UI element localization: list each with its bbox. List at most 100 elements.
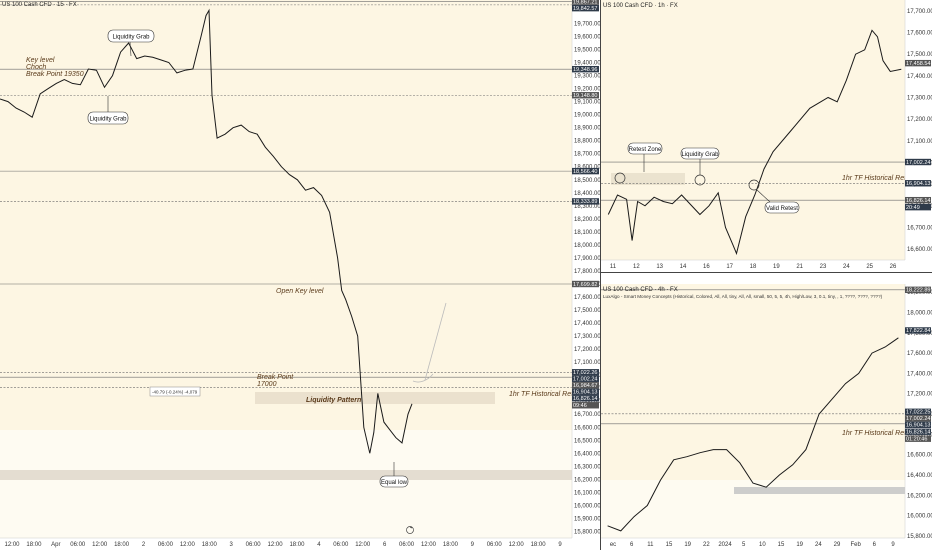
replay-icon[interactable] (406, 526, 414, 534)
br-time-axis[interactable] (601, 538, 905, 550)
equal-low-bubble: Equal low (379, 462, 409, 488)
left-price-tag-bg (572, 198, 599, 205)
tr-price-tag: 16,904.13 (906, 181, 930, 187)
left-price-tag-bg (572, 375, 599, 382)
br-demand-zone (734, 487, 908, 494)
left-price-tag-bg (572, 65, 599, 73)
br-time-tick: 15 (778, 542, 785, 548)
measure-tooltip-text: -40.79 (-0.24%) -4,079 (152, 390, 198, 395)
left-time-axis[interactable] (0, 538, 572, 550)
left-price-tick: 19,400.00 (574, 61, 601, 67)
tr-price-axis[interactable] (905, 0, 932, 272)
tr-price-tick: 17,100.00 (907, 139, 932, 145)
br-price-series (607, 337, 899, 532)
retest-zone-box (611, 173, 685, 185)
br-price-tag-bg (905, 428, 931, 435)
br-price-tag-bg (905, 286, 931, 294)
liquidity-grab-1-text: Liquidity Grab (112, 35, 150, 41)
tr-time-tick: 21 (796, 264, 803, 270)
left-price-tick: 15,900.00 (574, 516, 601, 522)
left-price-tag: 16,826.14 (573, 396, 597, 402)
left-price-tick: 18,800.00 (574, 139, 601, 145)
br-time-tick: 10 (759, 542, 766, 548)
tr-time-tick: 19 (773, 264, 780, 270)
left-price-tick: 18,500.00 (574, 178, 601, 184)
left-time-tick: 12:00 (92, 542, 108, 548)
br-price-tick: 15,800.00 (907, 534, 932, 540)
left-time-tick: 12:00 (421, 542, 437, 548)
br-time-tick: ec (610, 542, 616, 548)
tr-price-tick: 17,700.00 (907, 9, 932, 15)
left-price-tick: 18,700.00 (574, 152, 601, 158)
tr-price-tick: 17,600.00 (907, 31, 932, 37)
left-price-tag-bg (572, 4, 599, 12)
left-price-tick: 19,300.00 (574, 74, 601, 80)
equal-low-zone (0, 470, 572, 480)
left-price-tag-bg (572, 92, 599, 99)
br-time-tick: 24 (815, 542, 822, 548)
left-price-tick: 17,400.00 (574, 321, 601, 327)
tr-time-tick: 12 (633, 264, 640, 270)
tr-price-tick: 17,300.00 (907, 96, 932, 102)
br-price-tag-bg (905, 327, 931, 334)
br-price-tag: 16,826.14 (906, 430, 930, 436)
left-time-tick: 06:00 (158, 542, 174, 548)
tr-price-tick: 16,600.00 (907, 247, 932, 253)
left-price-tag: 16,904.13 (573, 390, 597, 396)
valid-retest-circle (748, 179, 760, 191)
retest-zone-text: Retest Zone (629, 147, 662, 153)
br-price-tick: 16,400.00 (907, 473, 932, 479)
tr-price-tag-bg (905, 59, 931, 67)
left-time-tick: 18:00 (202, 542, 218, 548)
choch-label: Choch (26, 64, 46, 71)
br-indicator-label: LuxAlgo - Smart Money Concepts (Historic… (603, 294, 883, 299)
br-price-tick: 16,800.00 (907, 432, 932, 438)
br-time-tick: 6 (630, 542, 634, 548)
tr-price-tag-bg (905, 196, 931, 204)
left-price-tick: 17,900.00 (574, 256, 601, 262)
tr-price-tag-bg (905, 203, 931, 211)
left-price-tag-bg (572, 280, 599, 288)
br-time-tick: 5 (742, 542, 746, 548)
br-price-tick: 17,400.00 (907, 371, 932, 377)
liquidity-grab-bubble-2: Liquidity Grab (87, 96, 129, 125)
br-time-tick: 19 (684, 542, 691, 548)
tr-time-axis[interactable] (601, 260, 905, 272)
br-price-tick: 17,600.00 (907, 351, 932, 357)
liquidity-grab-bubble-1: Liquidity Grab (107, 29, 155, 57)
br-price-tag: 17,822.84 (906, 328, 930, 334)
tr-chart-bg (601, 0, 905, 260)
projection-arrow (424, 302, 447, 381)
tr-time-tick: 16 (703, 264, 710, 270)
left-time-tick: 9 (471, 542, 475, 548)
left-price-tag-bg (572, 167, 599, 175)
br-price-tag: 17,002.24 (906, 416, 930, 422)
tr-price-tick: 17,500.00 (907, 52, 932, 58)
valid-retest-text: Valid Retest (766, 206, 798, 212)
left-price-tick: 16,600.00 (574, 425, 601, 431)
left-price-tag: 19,148.80 (573, 93, 597, 99)
left-time-tick: 18:00 (531, 542, 547, 548)
br-price-tick: 17,000.00 (907, 412, 932, 418)
left-price-tick: 17,500.00 (574, 308, 601, 314)
tr-chart-title: US 100 Cash CFD · 1h · FX (603, 3, 678, 9)
left-time-tick: 06:00 (487, 542, 503, 548)
projection-curve (412, 373, 434, 383)
left-price-series (0, 8, 413, 454)
left-price-tick: 18,200.00 (574, 217, 601, 223)
left-time-tick: 12:00 (268, 542, 284, 548)
left-price-tick: 19,200.00 (574, 87, 601, 93)
left-price-tag: 19,842.57 (573, 6, 597, 12)
left-price-axis[interactable] (572, 0, 600, 550)
left-price-tag-bg (572, 402, 599, 409)
left-price-tick: 16,700.00 (574, 412, 601, 418)
br-price-tick: 16,600.00 (907, 453, 932, 459)
br-price-tag: 17,022.25 (906, 410, 930, 416)
left-time-tick: 12:00 (509, 542, 525, 548)
open-key-level-label: Open Key level (276, 288, 324, 295)
left-price-tick: 19,000.00 (574, 113, 601, 119)
tr-liquidity-grab-text: Liquidity Grab (681, 152, 719, 158)
break-point-19350-label: Break Point 19350 (26, 71, 84, 78)
br-price-tag: 16,904.13 (906, 423, 930, 429)
valid-retest-bubble: Valid Retest (756, 189, 800, 214)
